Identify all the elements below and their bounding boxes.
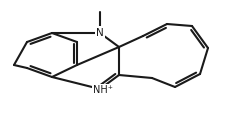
Text: N: N [96, 28, 104, 38]
Text: NH⁺: NH⁺ [93, 85, 113, 95]
